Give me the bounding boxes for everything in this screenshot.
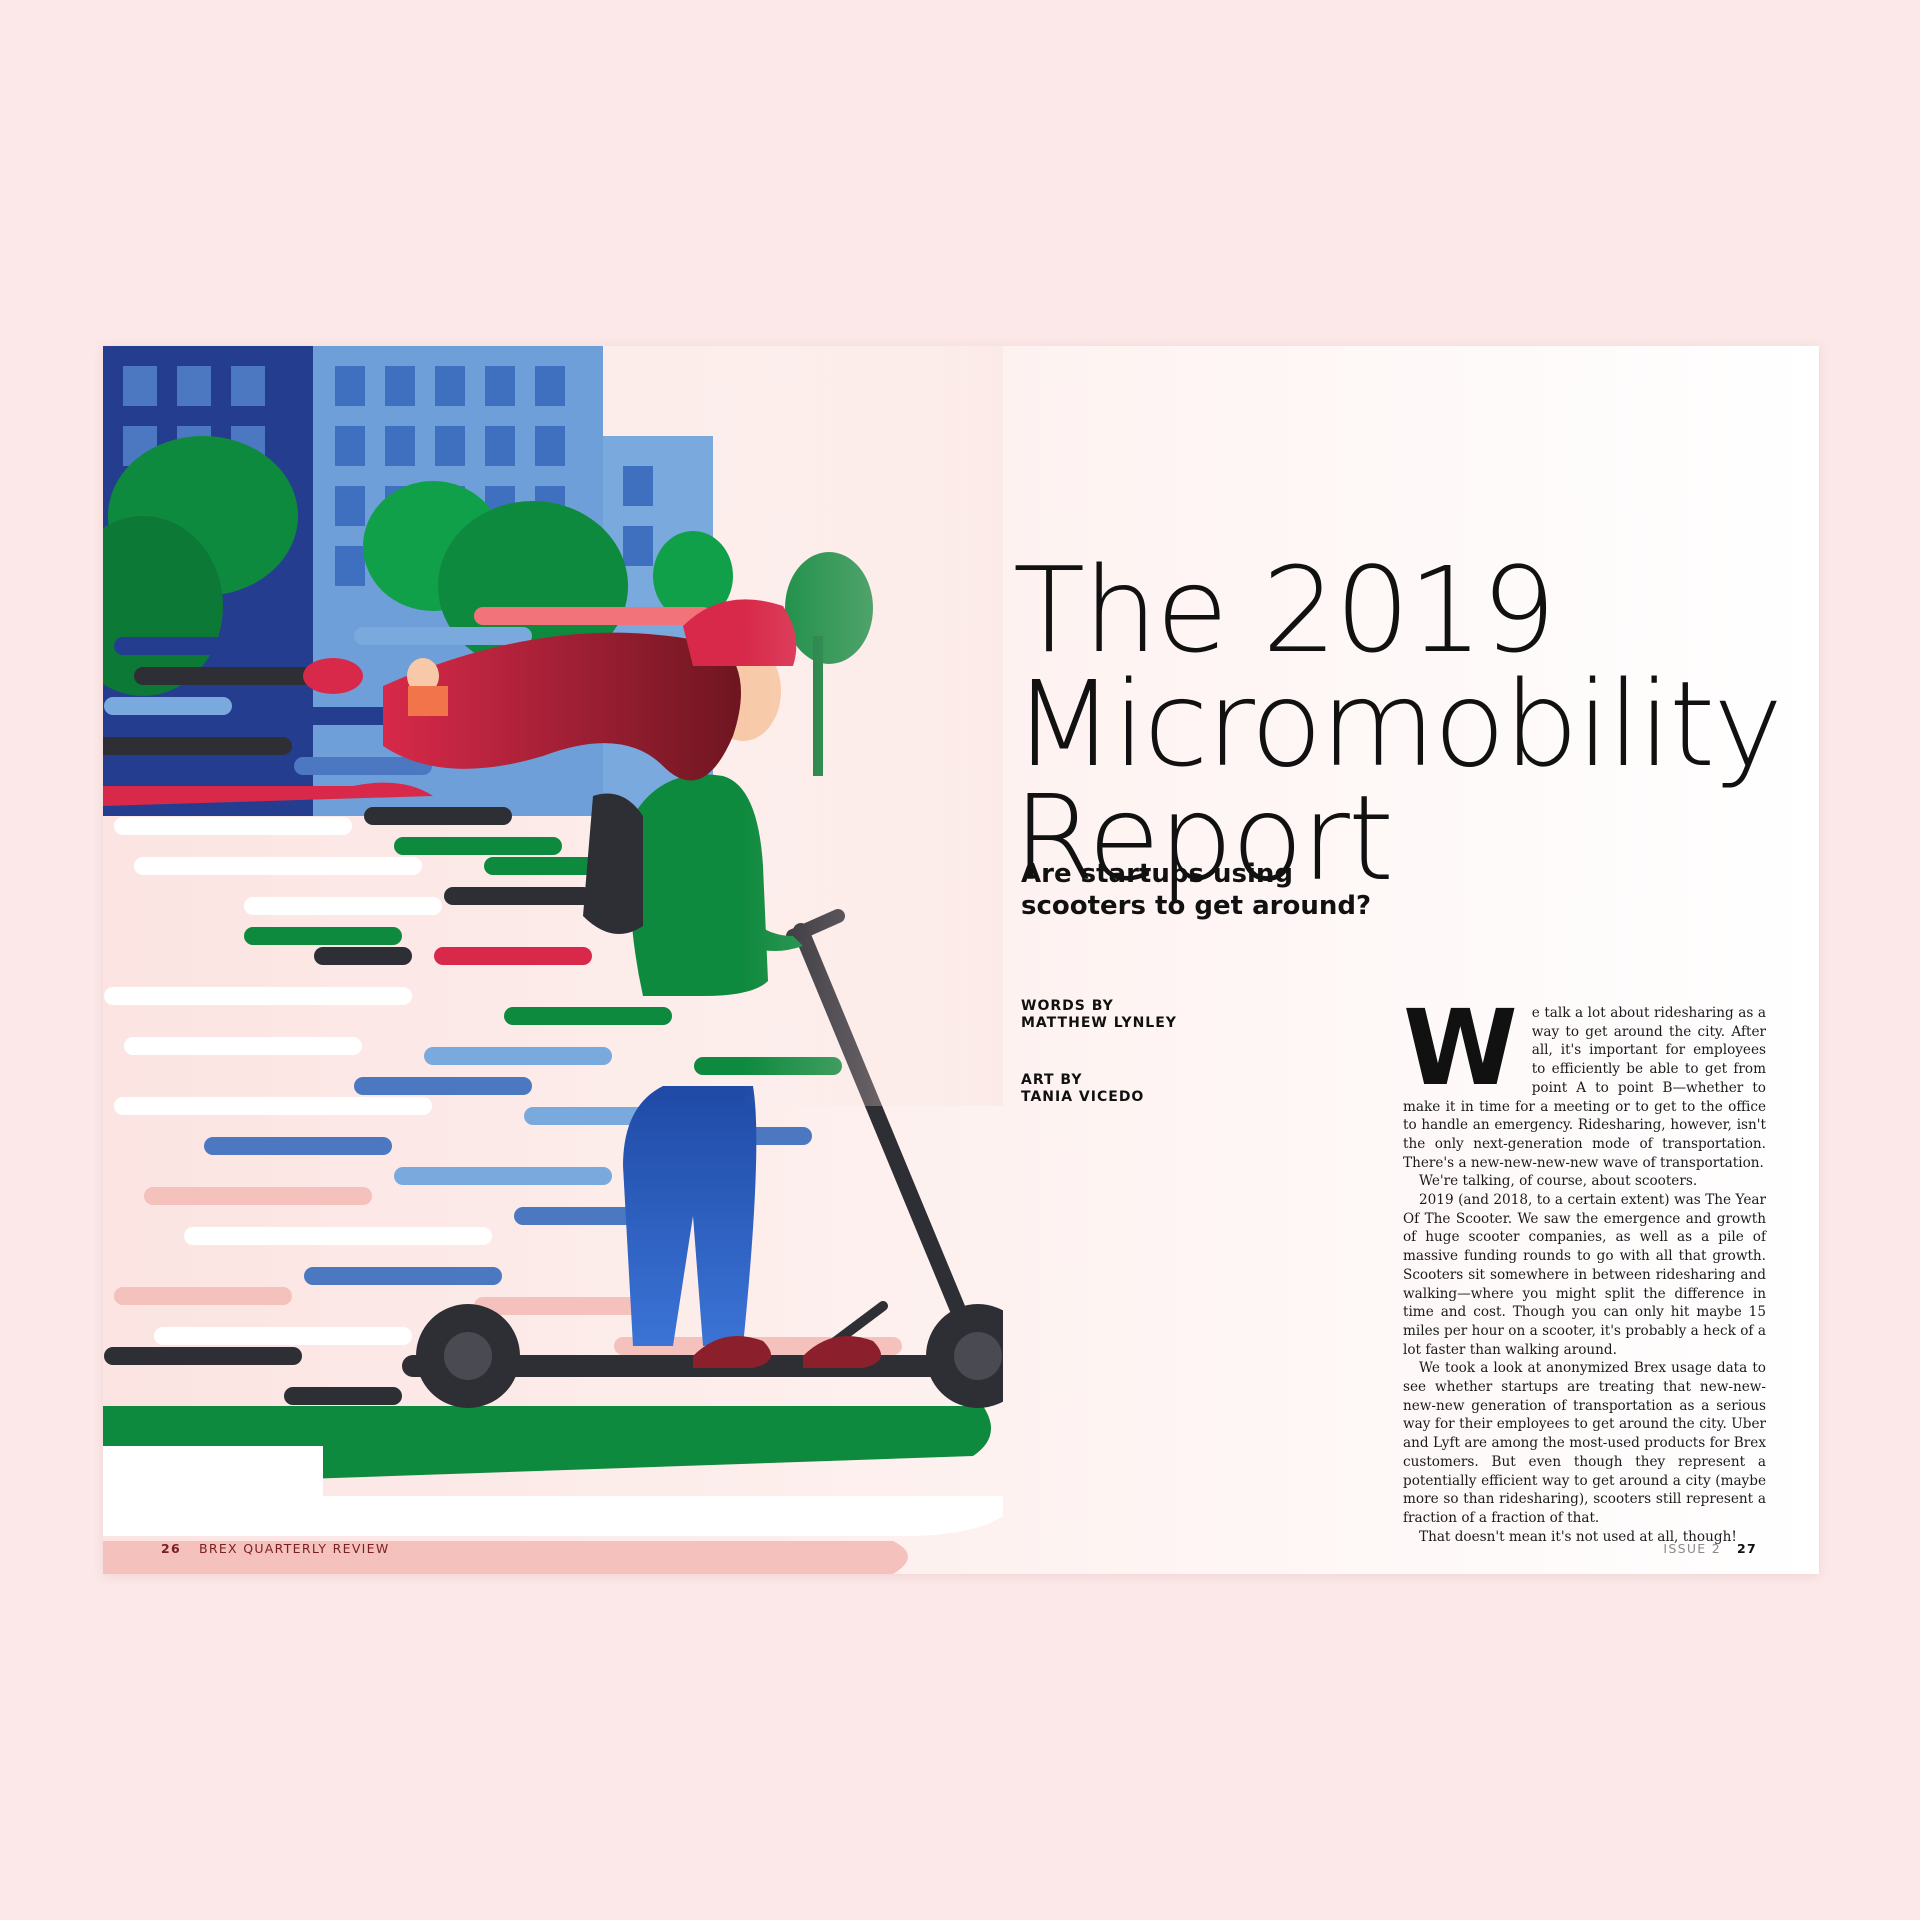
folio-left: 26 BREX QUARTERLY REVIEW (161, 1541, 390, 1556)
dropcap: W (1403, 987, 1518, 1109)
dek-line: Are startups using (1021, 859, 1293, 889)
title-line: The 2019 (1013, 541, 1556, 680)
credit-art: ART BY TANIA VICEDO (1021, 1072, 1281, 1106)
publication-name: BREX QUARTERLY REVIEW (199, 1541, 390, 1556)
illustration-artwork (103, 346, 1003, 1574)
credit-role: ART BY (1021, 1072, 1083, 1088)
credit-role: WORDS BY (1021, 998, 1114, 1014)
credits: WORDS BY MATTHEW LYNLEY ART BY TANIA VIC… (1021, 998, 1281, 1146)
body-paragraph: We took a look at anonymized Brex usage … (1403, 1360, 1766, 1526)
credit-name: MATTHEW LYNLEY (1021, 1015, 1177, 1031)
folio-right: ISSUE 2 27 (1663, 1541, 1757, 1556)
page-number: 26 (161, 1541, 181, 1556)
body-paragraph: That doesn't mean it's not used at all, … (1419, 1528, 1737, 1545)
body-paragraph: 2019 (and 2018, to a certain extent) was… (1403, 1192, 1766, 1358)
article-dek: Are startups using scooters to get aroun… (1021, 858, 1441, 922)
title-line: Micromobility (1013, 655, 1783, 794)
issue-label: ISSUE 2 (1663, 1541, 1721, 1556)
scooter-illustration (103, 346, 1003, 1574)
paragraph-text: e talk a lot about ridesharing as a way … (1403, 1005, 1766, 1171)
credit-words: WORDS BY MATTHEW LYNLEY (1021, 998, 1281, 1032)
body-paragraph: We're talking, of course, about scooters… (1419, 1173, 1698, 1190)
page-number: 27 (1737, 1541, 1757, 1556)
magazine-spread: The 2019 Micromobility Report Are startu… (103, 346, 1819, 1574)
credit-name: TANIA VICEDO (1021, 1089, 1145, 1105)
title-line: Report (1013, 769, 1394, 908)
article-title: The 2019 Micromobility Report (1013, 541, 1793, 908)
dek-line: scooters to get around? (1021, 891, 1372, 921)
